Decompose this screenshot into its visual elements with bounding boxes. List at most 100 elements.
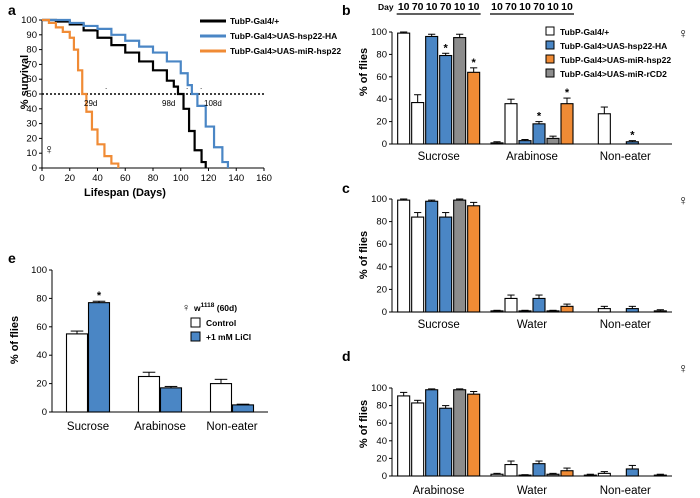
panel-c-bar-6-non-eater bbox=[653, 310, 667, 313]
panel-b-day-label: 10 bbox=[426, 1, 438, 13]
panel-b-ylabel: % of flies bbox=[358, 48, 370, 96]
panel-c-bar-5-sucrose bbox=[453, 199, 467, 313]
panel-a-ytick-label: 50 bbox=[26, 89, 37, 100]
panel-c-bar-4-water bbox=[532, 297, 546, 313]
panel-b-bar-1-arabinose bbox=[490, 142, 504, 145]
panel-b-legend-swatch-1 bbox=[545, 26, 555, 36]
panel-b-bar-4-arabinose bbox=[532, 123, 546, 145]
panel-e-bar-2-sucrose bbox=[87, 302, 111, 413]
panel-b-category-label: Arabinose bbox=[506, 151, 558, 163]
panel-b-day-label: 10 bbox=[519, 1, 531, 13]
panel-d-ytick-label: 60 bbox=[376, 418, 387, 429]
panel-b-day-label: 10 bbox=[468, 1, 480, 13]
panel-c-bar-4-non-eater bbox=[625, 308, 639, 313]
panel-a-median-mark-1: . bbox=[105, 82, 107, 91]
panel-b-day-label: 70 bbox=[440, 1, 452, 13]
panel-a-legend-2: TubP-Gal4>UAS-hsp22-HA bbox=[230, 31, 337, 41]
panel-c-bar-6-water bbox=[560, 305, 574, 313]
panel-d-bar-4-water bbox=[532, 463, 546, 477]
panel-a-median-mark-3: . bbox=[200, 82, 202, 91]
panel-d-bar-4-non-eater bbox=[625, 468, 639, 477]
panel-b-legend-swatch-3 bbox=[545, 54, 555, 64]
panel-d-ytick-label: 20 bbox=[376, 453, 387, 464]
panel-c-ytick-label: 40 bbox=[376, 262, 387, 273]
panel-b-ytick-label: 60 bbox=[376, 72, 387, 83]
panel-e-significance-star: * bbox=[97, 290, 102, 302]
panel-b-day-label: 10 bbox=[561, 1, 573, 13]
panel-d-female-symbol: ♀ bbox=[678, 360, 689, 376]
panel-b-bar-3-arabinose bbox=[518, 140, 532, 145]
panel-b-bar-6-sucrose bbox=[467, 71, 481, 145]
panel-b-day-label: 10 bbox=[398, 1, 410, 13]
panel-a-xtick-label: 20 bbox=[64, 173, 75, 184]
panel-d-ytick-label: 80 bbox=[376, 401, 387, 412]
panel-d-ylabel: % of flies bbox=[358, 400, 370, 448]
panel-e-category-label: Sucrose bbox=[67, 421, 109, 433]
panel-a-plot: 0 10 20 30 40 50 60 70 80 90 100 0 20 40 60 80 100 120 140… bbox=[21, 15, 272, 184]
panel-c-ytick-label: 60 bbox=[376, 239, 387, 250]
panel-e-category-label: Arabinose bbox=[134, 421, 186, 433]
panel-d-category-label: Non-eater bbox=[600, 485, 651, 497]
panel-e-ytick-label: 0 bbox=[42, 407, 47, 418]
panel-c-ylabel: % of flies bbox=[358, 231, 370, 279]
panel-b-day-label: 70 bbox=[505, 1, 517, 13]
panel-b-bar-4-sucrose bbox=[439, 54, 453, 145]
panel-d-ytick-label: 100 bbox=[371, 383, 387, 394]
panel-c-category-label: Water bbox=[517, 319, 547, 331]
panel-d-bar-5-water bbox=[546, 473, 560, 477]
panel-c-bar-4-sucrose bbox=[439, 216, 453, 313]
panel-b-ytick-label: 0 bbox=[382, 139, 387, 150]
panel-c-ytick-label: 20 bbox=[376, 284, 387, 295]
panel-c-category-label: Sucrose bbox=[418, 319, 460, 331]
panel-b-legend-4: TubP-Gal4>UAS-miR-rCD2 bbox=[560, 69, 667, 79]
panel-a-xtick-label: 80 bbox=[148, 173, 159, 184]
panel-label-a: a bbox=[8, 2, 16, 18]
panel-a-female-symbol: ♀ bbox=[44, 141, 55, 157]
panel-a-xtick-label: 100 bbox=[173, 173, 189, 184]
panel-a-legend-3: TubP-Gal4>UAS-miR-hsp22 bbox=[230, 46, 341, 56]
panel-a-ytick-label: 40 bbox=[26, 104, 37, 115]
panel-a-ytick-label: 90 bbox=[26, 30, 37, 41]
panel-b-bar-1-sucrose bbox=[397, 32, 411, 145]
panel-a-ytick-label: 60 bbox=[26, 74, 37, 85]
panel-b-ytick-label: 40 bbox=[376, 94, 387, 105]
panel-c-ytick-label: 0 bbox=[382, 307, 387, 318]
panel-label-e: e bbox=[8, 250, 16, 266]
panel-e-legend-swatch-1 bbox=[190, 317, 201, 328]
panel-d-bar-5-arabinose bbox=[453, 389, 467, 477]
panel-e-bar-1-arabinose bbox=[137, 375, 161, 413]
panel-b-legend-swatch-2 bbox=[545, 40, 555, 50]
panel-b-bar-5-arabinose bbox=[546, 137, 560, 145]
panel-a-ylabel: % survival bbox=[19, 55, 31, 109]
panel-d-ytick-label: 0 bbox=[382, 471, 387, 482]
panel-b-bar-3-sucrose bbox=[425, 35, 439, 145]
panel-b-plot: 0 20 40 60 80 100 * * Sucrose * * Arabinose * Non-eat… bbox=[371, 1, 672, 163]
panel-e-legend-2: +1 mM LiCl bbox=[206, 332, 251, 342]
panel-e-legend-title-base: w bbox=[193, 303, 201, 313]
panel-b-day-label: 70 bbox=[412, 1, 424, 13]
panel-b-bar-2-non-eater bbox=[597, 113, 611, 145]
panel-a-xtick-label: 40 bbox=[92, 173, 103, 184]
panel-e-bar-2-non-eater bbox=[231, 404, 255, 413]
panel-d-bar-4-arabinose bbox=[439, 407, 453, 477]
panel-b-significance-star: * bbox=[537, 111, 542, 123]
panel-e-bar-1-non-eater bbox=[209, 383, 233, 413]
panel-b-ytick-label: 20 bbox=[376, 117, 387, 128]
panel-a-xtick-label: 120 bbox=[201, 173, 217, 184]
panel-c-plot: 0 20 40 60 80 100 Sucrose Water Non-eater bbox=[371, 194, 672, 331]
panel-e-legend-1: Control bbox=[206, 318, 236, 328]
panel-b-legend-1: TubP-Gal4/+ bbox=[560, 27, 609, 37]
panel-d-plot: 0 20 40 60 80 100 Arabinose Water Non-eater bbox=[371, 383, 672, 497]
panel-e-bar-2-arabinose bbox=[159, 387, 183, 413]
panel-c-bar-6-sucrose bbox=[467, 205, 481, 313]
panel-b-day-header: Day bbox=[378, 2, 394, 12]
panel-d-bar-2-arabinose bbox=[411, 402, 425, 477]
panel-b-bar-4-non-eater bbox=[625, 141, 639, 145]
panel-a-xlabel: Lifespan (Days) bbox=[84, 187, 166, 199]
panel-d-category-label: Arabinose bbox=[413, 485, 465, 497]
panel-d-bar-2-water bbox=[504, 464, 518, 477]
panel-b-ytick-label: 100 bbox=[371, 27, 387, 38]
panel-b-category-label: Non-eater bbox=[600, 151, 651, 163]
panel-a-series-line-3 bbox=[42, 18, 120, 168]
panel-e-legend-title-rest: (60d) bbox=[214, 303, 237, 313]
